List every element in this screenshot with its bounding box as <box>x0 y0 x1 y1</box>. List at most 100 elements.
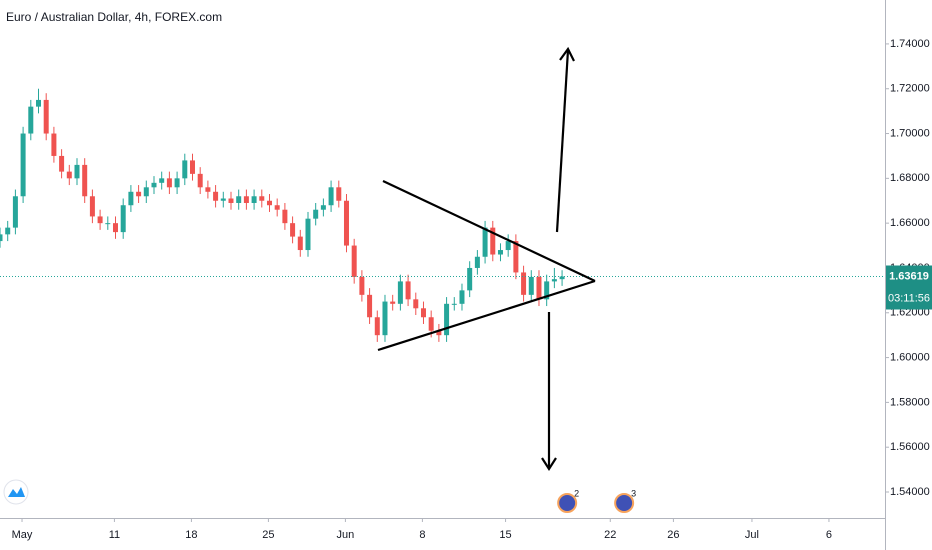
candle-body <box>259 196 265 201</box>
logo-circle <box>3 479 29 505</box>
candle-body <box>197 173 203 188</box>
candle-body <box>390 301 396 304</box>
candle-body <box>228 198 234 203</box>
candle-body <box>0 234 3 242</box>
candle-body <box>105 223 111 225</box>
y-tick-label: 1.62000 <box>890 307 930 319</box>
candle-body <box>397 281 403 304</box>
candle-body <box>243 196 249 203</box>
candle-body <box>136 191 142 197</box>
candle-body <box>35 99 41 107</box>
candle-body <box>551 279 557 282</box>
x-tick-label: Jun <box>337 529 355 541</box>
candle-body <box>290 223 296 237</box>
candle-body <box>521 272 527 295</box>
candle-body <box>28 106 34 134</box>
candle-body <box>436 330 442 336</box>
down-arrow-head <box>541 457 557 472</box>
candle-body <box>536 276 542 300</box>
candle-body <box>43 99 49 134</box>
candle-body <box>305 218 311 251</box>
candle-body <box>336 187 342 201</box>
up-arrow <box>555 49 570 233</box>
candle-body <box>467 267 473 291</box>
candle-body <box>74 164 80 179</box>
candle-body <box>166 178 172 188</box>
tradingview-logo <box>3 479 29 505</box>
candle-body <box>174 178 180 188</box>
candle-body <box>444 303 450 336</box>
last-price-label: 1.63619 <box>889 270 929 282</box>
candle-body <box>505 241 511 251</box>
candle-body <box>266 200 272 206</box>
candle-body <box>497 250 503 255</box>
candle-body <box>205 187 211 192</box>
candle-body <box>459 290 465 304</box>
logo-shape <box>8 487 25 497</box>
x-tick-label: 26 <box>667 529 679 541</box>
triangle-upper-line <box>382 180 596 282</box>
candle-body <box>236 196 242 203</box>
y-tick-label: 1.70000 <box>890 127 930 139</box>
candle-body <box>428 317 434 331</box>
x-tick-label: 25 <box>262 529 274 541</box>
event-label: 3 <box>631 488 636 498</box>
candle-body <box>320 205 326 210</box>
candle-body <box>313 209 319 219</box>
last-price-box <box>886 265 932 288</box>
candle-body <box>274 205 280 210</box>
x-tick-label: 6 <box>826 529 832 541</box>
candle-body <box>66 171 72 179</box>
candle-body <box>374 317 380 336</box>
candle-body <box>128 191 134 206</box>
candle-body <box>490 227 496 255</box>
chart-title: Euro / Australian Dollar, 4h, FOREX.com <box>6 10 222 24</box>
candle-body <box>89 196 95 217</box>
event-label: 2 <box>574 488 579 498</box>
candle-body <box>351 245 357 277</box>
candle-body <box>151 182 157 188</box>
y-tick-label: 1.66000 <box>890 217 930 229</box>
y-tick-label: 1.54000 <box>890 486 930 498</box>
event-badge <box>557 493 578 513</box>
candle-body <box>482 227 488 257</box>
candle-body <box>12 196 18 228</box>
x-tick-label: 8 <box>419 529 425 541</box>
candle-body <box>343 200 349 246</box>
candle-body <box>420 308 426 318</box>
candle-body <box>328 187 334 206</box>
candle-body <box>5 227 11 235</box>
candle-body <box>213 191 219 201</box>
candle-body <box>513 241 519 273</box>
candle-body <box>120 205 126 233</box>
y-tick-label: 1.58000 <box>890 396 930 408</box>
candle-body <box>189 160 195 174</box>
candle-body <box>559 276 565 280</box>
up-arrow-head <box>559 46 575 62</box>
x-tick-label: May <box>12 529 33 541</box>
candle-body <box>405 281 411 300</box>
plot <box>0 88 885 342</box>
candle-body <box>367 294 373 318</box>
x-tick-label: 18 <box>185 529 197 541</box>
candle-body <box>528 276 534 295</box>
candle-body <box>59 155 65 172</box>
x-tick-label: 15 <box>499 529 511 541</box>
candle-body <box>112 223 118 233</box>
countdown-label: 03:11:56 <box>888 292 930 304</box>
event-badge <box>614 493 635 513</box>
triangle-lower-line <box>377 279 596 352</box>
y-tick-label: 1.72000 <box>890 83 930 95</box>
candle-body <box>159 178 165 183</box>
candle-body <box>220 198 226 201</box>
candle-body <box>97 216 103 224</box>
candle-body <box>359 276 365 295</box>
candle-body <box>297 236 303 251</box>
drawings <box>377 46 596 472</box>
candle-body <box>20 133 26 197</box>
candle-body <box>544 281 550 300</box>
candle-body <box>282 209 288 224</box>
candle-body <box>451 303 457 305</box>
